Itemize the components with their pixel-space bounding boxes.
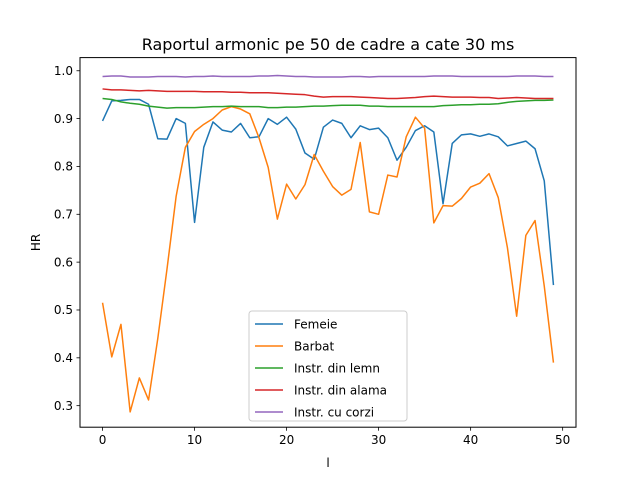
series-line-2 [101, 105, 555, 413]
legend-label: Instr. din alama [294, 383, 387, 397]
legend-label: Femeie [294, 317, 337, 331]
x-tick-label: 10 [187, 433, 202, 447]
y-tick-label: 0.5 [54, 303, 73, 317]
y-tick-label: 0.8 [54, 160, 73, 174]
legend: Femeie Barbat Instr. din lemn Instr. din al… [248, 310, 408, 422]
y-tick-label: 0.4 [54, 351, 73, 365]
series-line-1 [101, 98, 555, 286]
y-tick-label: 0.3 [54, 399, 73, 413]
x-axis-ticks: 0 10 20 30 40 50 [99, 427, 570, 447]
x-tick-label: 40 [463, 433, 478, 447]
x-axis-label: l [326, 456, 329, 470]
y-tick-label: 0.6 [54, 255, 73, 269]
y-tick-label: 0.7 [54, 207, 73, 221]
x-tick-label: 0 [99, 433, 107, 447]
plot-lines [101, 74, 555, 413]
legend-box [248, 310, 408, 422]
y-tick-label: 1.0 [54, 64, 73, 78]
x-tick-label: 20 [279, 433, 294, 447]
x-tick-label: 50 [555, 433, 570, 447]
legend-label: Instr. cu corzi [294, 405, 374, 419]
x-tick-label: 30 [371, 433, 386, 447]
y-tick-label: 0.9 [54, 112, 73, 126]
legend-label: Barbat [294, 339, 334, 353]
series-line-4 [102, 88, 554, 100]
plot-frame [79, 57, 577, 428]
series-line-3 [102, 97, 554, 109]
chart-title: Raportul armonic pe 50 de cadre a cate 3… [142, 35, 515, 54]
series-line-5 [102, 74, 554, 78]
y-axis-label: HR [29, 234, 43, 251]
y-axis-ticks: 0.3 0.4 0.5 0.6 0.7 0.8 0.9 1.0 [54, 64, 80, 413]
legend-entries: Femeie Barbat Instr. din lemn Instr. din al… [255, 317, 387, 419]
legend-label: Instr. din lemn [294, 361, 380, 375]
